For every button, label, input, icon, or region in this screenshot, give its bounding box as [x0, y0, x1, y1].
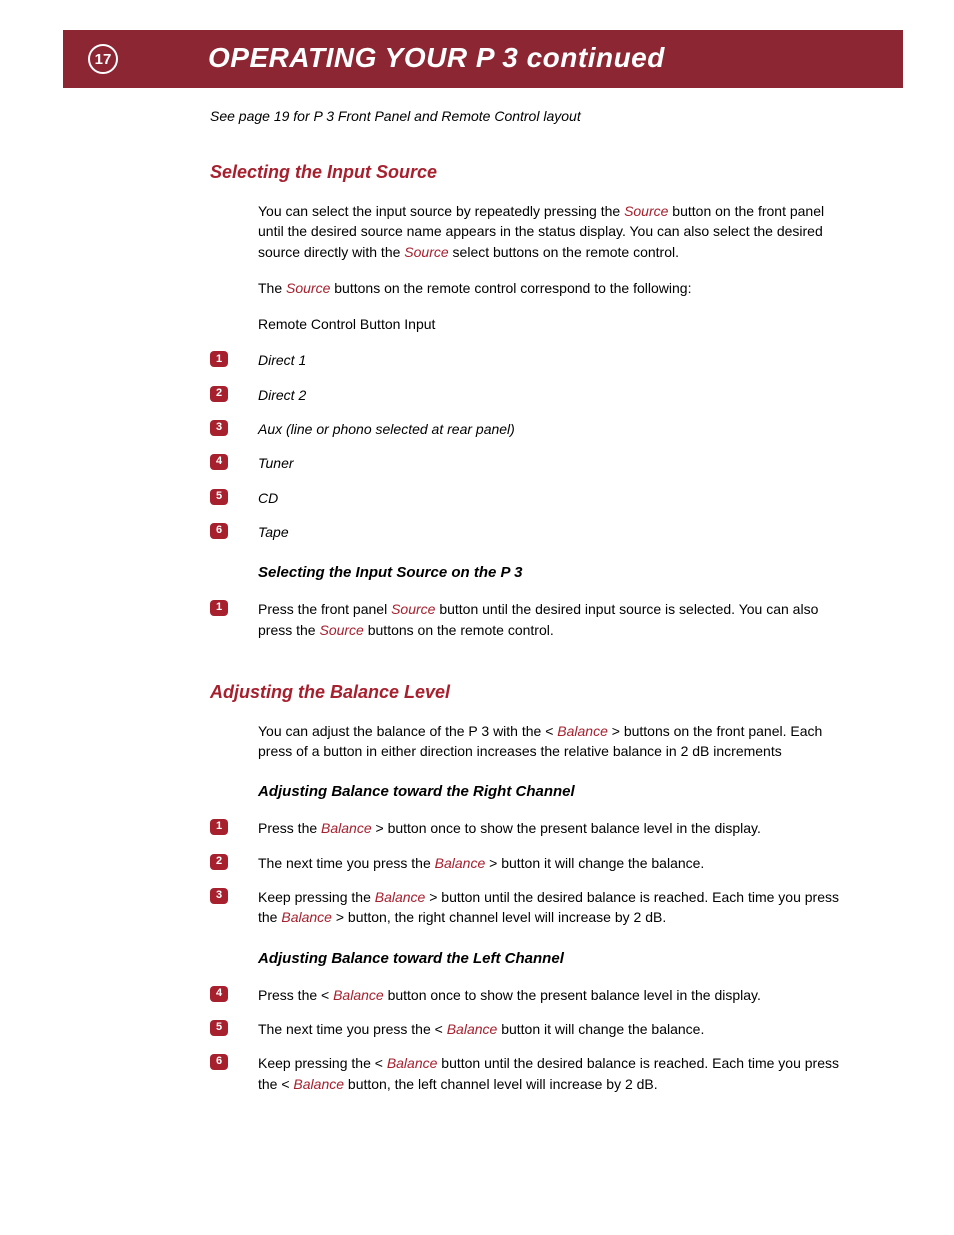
- source-keyword: Source: [404, 244, 448, 260]
- source-keyword: Source: [391, 601, 435, 617]
- text: Keep pressing the: [258, 889, 375, 905]
- list-item: 1 Direct 1: [210, 350, 850, 370]
- sub-heading-balance-left: Adjusting Balance toward the Left Channe…: [258, 950, 850, 967]
- step-text: Press the front panel Source button unti…: [258, 599, 850, 640]
- text: The next time you press the: [258, 855, 435, 871]
- input-list: 1 Direct 1 2 Direct 2 3 Aux (line or pho…: [210, 350, 850, 542]
- text: Keep pressing the <: [258, 1055, 387, 1071]
- number-badge: 5: [210, 489, 228, 505]
- source-keyword: Source: [286, 280, 330, 296]
- page-title: OPERATING YOUR P 3 continued: [208, 42, 665, 74]
- number-badge: 3: [210, 888, 228, 904]
- section-heading-balance: Adjusting the Balance Level: [210, 682, 850, 703]
- text: button once to show the present balance …: [384, 987, 761, 1003]
- para-input-source-1: You can select the input source by repea…: [258, 201, 850, 262]
- list-item: 2 The next time you press the Balance > …: [210, 853, 850, 873]
- section-heading-input-source: Selecting the Input Source: [210, 162, 850, 183]
- para-balance-1: You can adjust the balance of the P 3 wi…: [258, 721, 850, 762]
- text: select buttons on the remote control.: [449, 244, 679, 260]
- list-label: Direct 1: [258, 350, 850, 370]
- step-text: Keep pressing the < Balance button until…: [258, 1053, 850, 1094]
- list-label: Aux (line or phono selected at rear pane…: [258, 419, 850, 439]
- select-steps: 1 Press the front panel Source button un…: [210, 599, 850, 640]
- list-item: 2 Direct 2: [210, 385, 850, 405]
- step-text: The next time you press the < Balance bu…: [258, 1019, 850, 1039]
- para-remote-control-heading: Remote Control Button Input: [258, 314, 850, 334]
- list-item: 3 Aux (line or phono selected at rear pa…: [210, 419, 850, 439]
- content-area: See page 19 for P 3 Front Panel and Remo…: [210, 108, 850, 1112]
- text: Press the <: [258, 987, 333, 1003]
- text: > button it will change the balance.: [485, 855, 704, 871]
- number-badge: 6: [210, 1054, 228, 1070]
- number-badge: 5: [210, 1020, 228, 1036]
- sub-heading-balance-right: Adjusting Balance toward the Right Chann…: [258, 783, 850, 800]
- number-badge: 4: [210, 986, 228, 1002]
- text: buttons on the remote control correspond…: [330, 280, 691, 296]
- step-text: Press the < Balance button once to show …: [258, 985, 850, 1005]
- number-badge: 3: [210, 420, 228, 436]
- number-badge: 6: [210, 523, 228, 539]
- text: buttons on the remote control.: [364, 622, 554, 638]
- list-item: 6 Keep pressing the < Balance button unt…: [210, 1053, 850, 1094]
- text: button, the left channel level will incr…: [344, 1076, 658, 1092]
- balance-keyword: Balance: [387, 1055, 438, 1071]
- balance-keyword: Balance: [321, 820, 372, 836]
- text: > button, the right channel level will i…: [332, 909, 666, 925]
- page-number-badge: 17: [88, 44, 118, 74]
- list-label: Direct 2: [258, 385, 850, 405]
- text: Press the: [258, 820, 321, 836]
- text: The: [258, 280, 286, 296]
- list-label: Tape: [258, 522, 850, 542]
- text: You can select the input source by repea…: [258, 203, 624, 219]
- balance-keyword: Balance: [435, 855, 486, 871]
- list-item: 4 Tuner: [210, 453, 850, 473]
- balance-left-steps: 4 Press the < Balance button once to sho…: [210, 985, 850, 1094]
- source-keyword: Source: [624, 203, 668, 219]
- list-item: 3 Keep pressing the Balance > button unt…: [210, 887, 850, 928]
- balance-keyword: Balance: [333, 987, 384, 1003]
- text: > button once to show the present balanc…: [372, 820, 761, 836]
- text: The next time you press the <: [258, 1021, 447, 1037]
- list-item: 5 CD: [210, 488, 850, 508]
- balance-right-steps: 1 Press the Balance > button once to sho…: [210, 818, 850, 927]
- para-input-source-2: The Source buttons on the remote control…: [258, 278, 850, 298]
- number-badge: 1: [210, 819, 228, 835]
- list-item: 6 Tape: [210, 522, 850, 542]
- number-badge: 4: [210, 454, 228, 470]
- number-badge: 2: [210, 386, 228, 402]
- text: You can adjust the balance of the P 3 wi…: [258, 723, 557, 739]
- see-page-note: See page 19 for P 3 Front Panel and Remo…: [210, 108, 850, 124]
- list-item: 1 Press the front panel Source button un…: [210, 599, 850, 640]
- balance-keyword: Balance: [447, 1021, 498, 1037]
- balance-keyword: Balance: [293, 1076, 344, 1092]
- step-text: The next time you press the Balance > bu…: [258, 853, 850, 873]
- step-text: Press the Balance > button once to show …: [258, 818, 850, 838]
- number-badge: 1: [210, 600, 228, 616]
- list-item: 1 Press the Balance > button once to sho…: [210, 818, 850, 838]
- balance-keyword: Balance: [281, 909, 332, 925]
- balance-keyword: Balance: [375, 889, 426, 905]
- list-item: 5 The next time you press the < Balance …: [210, 1019, 850, 1039]
- sub-heading-select-on-p3: Selecting the Input Source on the P 3: [258, 564, 850, 581]
- text: Press the front panel: [258, 601, 391, 617]
- source-keyword: Source: [319, 622, 363, 638]
- number-badge: 1: [210, 351, 228, 367]
- number-badge: 2: [210, 854, 228, 870]
- list-item: 4 Press the < Balance button once to sho…: [210, 985, 850, 1005]
- list-label: Tuner: [258, 453, 850, 473]
- list-label: CD: [258, 488, 850, 508]
- text: button it will change the balance.: [497, 1021, 704, 1037]
- balance-keyword: Balance: [557, 723, 608, 739]
- step-text: Keep pressing the Balance > button until…: [258, 887, 850, 928]
